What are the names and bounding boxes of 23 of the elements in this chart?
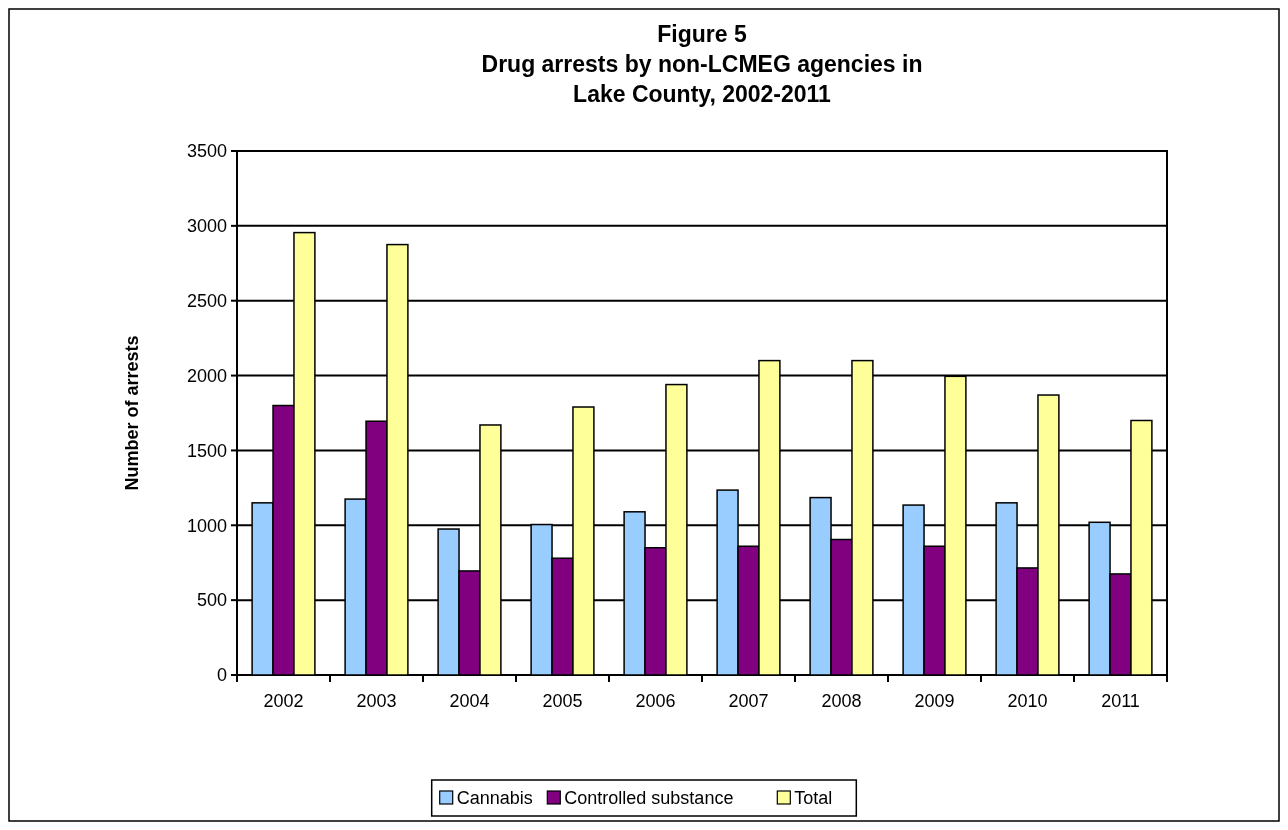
x-tick-label: 2011 (1101, 691, 1140, 711)
legend-label: Total (794, 788, 833, 809)
legend-label: Cannabis (456, 788, 533, 809)
x-tick-label: 2007 (728, 691, 769, 711)
legend-label: Controlled substance (564, 788, 734, 809)
chart-title: Figure 5 Drug arrests by non-LCMEG agencies in Lake County, 2002-2011 (481, 21, 923, 107)
x-tick-label: 2008 (821, 691, 862, 711)
x-tick-label: 2010 (1007, 691, 1048, 711)
y-tick-label: 3000 (186, 216, 227, 237)
y-tick-label: 3500 (186, 141, 227, 162)
x-tick-label: 2009 (914, 691, 955, 711)
y-tick-label: 1000 (186, 515, 227, 536)
y-axis-title: Number of arrests (122, 335, 142, 491)
x-tick-label: 2004 (449, 691, 490, 711)
y-tick-label: 2500 (186, 291, 227, 312)
x-tick-label: 2002 (263, 691, 304, 711)
y-tick-label: 500 (196, 590, 227, 611)
y-tick-label: 0 (216, 665, 227, 686)
x-tick-label: 2005 (542, 691, 583, 711)
x-tick-label: 2003 (356, 691, 397, 711)
x-tick-label: 2006 (635, 691, 676, 711)
y-tick-label: 2000 (186, 365, 227, 386)
y-tick-label: 1500 (186, 440, 227, 461)
